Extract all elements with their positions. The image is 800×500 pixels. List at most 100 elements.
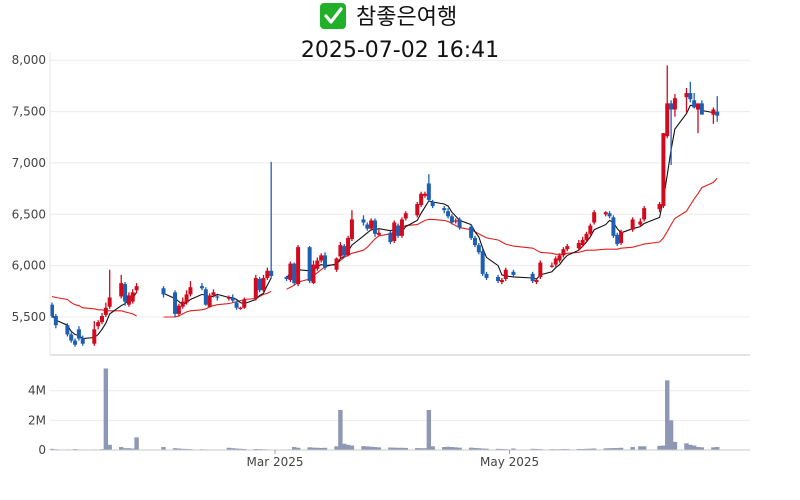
ma-long-line bbox=[51, 177, 718, 318]
candle-body bbox=[50, 304, 54, 316]
volume-bar bbox=[334, 446, 339, 450]
volume-bar bbox=[415, 448, 420, 450]
volume-bar bbox=[480, 448, 485, 450]
candle-body bbox=[484, 273, 489, 278]
candle-body bbox=[396, 225, 401, 236]
candle-body bbox=[711, 109, 716, 115]
candle-body bbox=[642, 208, 647, 220]
volume-bar bbox=[591, 448, 597, 450]
price-y-tick-label: 6,500 bbox=[12, 207, 46, 221]
candle-body bbox=[349, 219, 354, 239]
candle-body bbox=[453, 220, 458, 222]
volume-bar bbox=[715, 447, 720, 450]
candle-body bbox=[342, 246, 347, 256]
volume-bar bbox=[130, 448, 135, 450]
candle-body bbox=[361, 219, 366, 223]
volume-bar bbox=[457, 447, 462, 450]
x-tick-label: Mar 2025 bbox=[247, 455, 304, 469]
volume-bar bbox=[530, 448, 535, 450]
volume-bar bbox=[49, 448, 55, 450]
volume-bar bbox=[426, 409, 432, 450]
candle-body bbox=[203, 289, 208, 305]
price-y-tick-label: 8,000 bbox=[12, 53, 46, 67]
volume-bar bbox=[665, 380, 670, 450]
volume-bar bbox=[607, 448, 612, 450]
candle-body bbox=[369, 220, 374, 229]
volume-bar bbox=[618, 447, 624, 450]
volume-bar bbox=[430, 446, 435, 450]
candle-body bbox=[615, 234, 620, 245]
candle-body bbox=[496, 276, 501, 282]
volume-bar bbox=[484, 448, 489, 450]
candle-body bbox=[472, 237, 477, 246]
volume-bar bbox=[580, 448, 585, 450]
candle-body bbox=[480, 251, 485, 274]
candle-body bbox=[457, 219, 462, 228]
volume-bar bbox=[253, 448, 259, 450]
candle-body bbox=[376, 232, 381, 235]
candle-body bbox=[242, 299, 247, 308]
volume-bar bbox=[468, 447, 474, 450]
volume-bar bbox=[699, 447, 705, 450]
volume-bar bbox=[307, 447, 312, 450]
ma-short-line bbox=[51, 104, 718, 340]
price-gridlines bbox=[50, 59, 750, 318]
candle-body bbox=[230, 297, 235, 301]
candle-body bbox=[469, 226, 474, 238]
candle-body bbox=[415, 204, 420, 216]
volume-bar bbox=[603, 448, 608, 450]
check-mark-icon-glyph bbox=[324, 7, 343, 24]
candle-body bbox=[565, 246, 570, 250]
volume-bar bbox=[338, 409, 343, 450]
volume-bar bbox=[611, 448, 616, 450]
volume-bar bbox=[295, 447, 301, 450]
price-panel: 5,500 6,000 6,500 7,000 7,500 8,000 bbox=[12, 52, 750, 356]
candle-body bbox=[173, 292, 178, 314]
candle-body bbox=[530, 273, 535, 282]
candle-body bbox=[403, 213, 408, 219]
candle-body bbox=[399, 219, 404, 236]
candle-body bbox=[553, 258, 558, 265]
candle-body bbox=[199, 286, 204, 289]
candle-body bbox=[119, 283, 124, 297]
volume-bar bbox=[661, 445, 666, 450]
volume-bar bbox=[365, 446, 370, 450]
candle-body bbox=[346, 237, 351, 256]
candle-body bbox=[511, 271, 516, 275]
volume-bar bbox=[449, 447, 455, 450]
candle-body bbox=[184, 294, 189, 303]
volume-bar bbox=[361, 446, 366, 450]
candle-body bbox=[580, 239, 585, 246]
candle-body bbox=[315, 260, 320, 269]
candle-body bbox=[607, 213, 612, 217]
volume-bar bbox=[126, 448, 132, 450]
candle-body bbox=[584, 233, 589, 240]
candle-body bbox=[422, 193, 427, 196]
candle-body bbox=[238, 307, 243, 309]
candle-body bbox=[96, 322, 101, 327]
candle-body bbox=[65, 325, 70, 335]
candle-body bbox=[592, 212, 597, 223]
volume-bar bbox=[403, 447, 408, 450]
volume-bar bbox=[322, 447, 328, 450]
candle-body bbox=[669, 103, 674, 110]
volume-bar bbox=[476, 448, 482, 450]
candle-body bbox=[207, 295, 212, 307]
volume-bar bbox=[134, 437, 139, 450]
volume-bar bbox=[691, 445, 697, 450]
candle-body bbox=[665, 103, 670, 137]
candle-body bbox=[80, 338, 85, 344]
volume-bar bbox=[657, 445, 662, 450]
candle-body bbox=[123, 284, 128, 302]
volume-y-tick-label: 2M bbox=[28, 413, 46, 427]
candle-body bbox=[261, 277, 266, 291]
volume-bar bbox=[534, 448, 539, 450]
volume-bar bbox=[641, 446, 647, 450]
volume-bar bbox=[318, 447, 324, 450]
volume-bar bbox=[395, 447, 401, 450]
candle-body bbox=[419, 193, 424, 206]
candle-body bbox=[430, 201, 435, 207]
candle-body bbox=[392, 222, 397, 241]
volume-bar bbox=[230, 448, 235, 450]
